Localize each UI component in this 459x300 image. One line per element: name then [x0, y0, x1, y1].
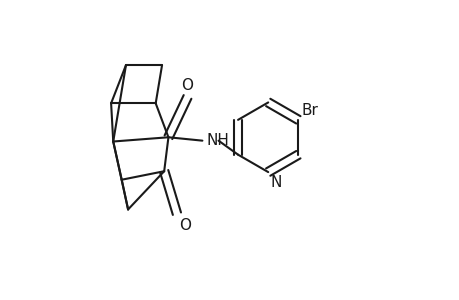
Text: O: O — [179, 218, 190, 233]
Text: NH: NH — [206, 133, 229, 148]
Text: N: N — [270, 176, 281, 190]
Text: Br: Br — [301, 103, 318, 118]
Text: O: O — [181, 78, 193, 93]
